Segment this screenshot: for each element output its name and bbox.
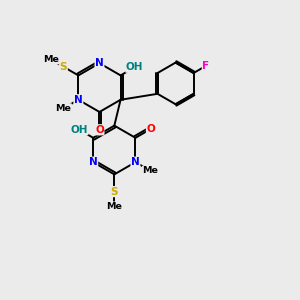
Text: Me: Me xyxy=(142,166,158,175)
Text: N: N xyxy=(74,95,83,105)
Text: N: N xyxy=(95,58,104,68)
Text: S: S xyxy=(111,187,118,196)
Text: OH: OH xyxy=(70,124,88,135)
Text: N: N xyxy=(131,157,140,167)
Text: O: O xyxy=(146,124,155,134)
Text: Me: Me xyxy=(43,55,58,64)
Text: O: O xyxy=(95,125,104,135)
Text: F: F xyxy=(202,61,209,71)
Text: N: N xyxy=(89,157,98,167)
Text: OH: OH xyxy=(126,62,143,72)
Text: Me: Me xyxy=(56,104,71,113)
Text: Me: Me xyxy=(106,202,122,211)
Text: S: S xyxy=(60,62,67,72)
